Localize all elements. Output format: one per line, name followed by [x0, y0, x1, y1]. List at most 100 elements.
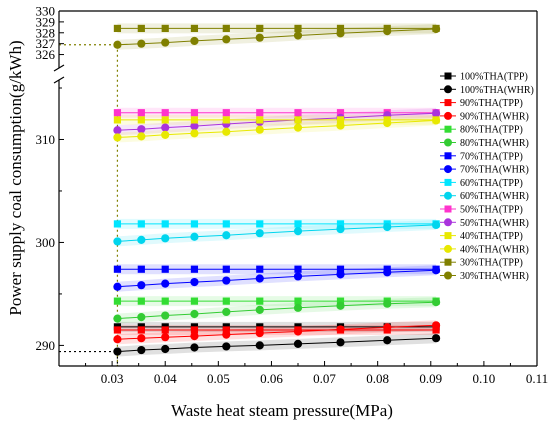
series-lines: [117, 27, 437, 353]
data-point-5-0: [113, 314, 122, 323]
legend-label-14: 30%THA(TPP): [460, 258, 523, 269]
data-point-9-7: [336, 224, 345, 234]
x-tick-label: 0.07: [313, 371, 336, 386]
data-point-12-6: [294, 116, 302, 124]
data-point-12-3: [190, 116, 199, 124]
data-point-13-8: [383, 118, 392, 128]
data-point-9-0: [113, 237, 122, 246]
data-point-14-7: [336, 24, 345, 33]
legend-marker-13: [444, 244, 452, 253]
data-point-12-1: [137, 116, 145, 124]
data-point-14-0: [113, 24, 122, 33]
legend-marker-3: [444, 111, 452, 120]
data-point-8-7: [336, 220, 345, 228]
data-point-15-4: [222, 35, 231, 44]
data-point-6-2: [161, 265, 169, 273]
data-point-14-3: [190, 24, 199, 33]
data-point-5-8: [383, 299, 392, 308]
y-tick-label: 290: [36, 338, 56, 353]
data-point-2-3: [190, 326, 199, 334]
data-point-9-6: [293, 227, 303, 236]
data-point-7-3: [190, 277, 199, 287]
legend-label-6: 70%THA(TPP): [460, 151, 523, 162]
data-point-4-7: [336, 297, 345, 305]
legend-label-7: 70%THA(WHR): [460, 165, 529, 176]
reference-lines: [59, 44, 119, 366]
data-point-1-0: [113, 347, 122, 356]
data-point-5-5: [255, 305, 264, 314]
legend-label-15: 30%THA(WHR): [460, 271, 529, 282]
series-line-3: [117, 324, 437, 340]
data-point-11-2: [161, 123, 170, 132]
data-point-14-2: [161, 24, 169, 33]
legend-label-0: 100%THA(TPP): [460, 72, 528, 83]
data-point-6-4: [222, 265, 230, 273]
data-point-5-3: [190, 309, 199, 319]
data-point-12-5: [256, 116, 264, 124]
legend-marker-10: [444, 205, 452, 213]
data-point-6-6: [294, 265, 302, 273]
series-line-5: [117, 301, 437, 320]
data-point-13-6: [293, 123, 303, 132]
data-point-3-4: [222, 330, 231, 339]
legend-marker-14: [444, 258, 452, 266]
data-point-13-9: [431, 116, 441, 125]
legend-marker-6: [444, 152, 452, 160]
x-tick-label: 0.10: [473, 371, 496, 386]
data-point-12-2: [161, 116, 169, 124]
legend-marker-8: [444, 178, 452, 186]
data-point-13-2: [161, 130, 170, 139]
data-point-6-5: [256, 265, 264, 273]
x-axis-label: Waste heat steam pressure(MPa): [171, 401, 393, 420]
data-point-10-0: [113, 109, 122, 117]
legend-marker-0: [444, 72, 452, 80]
data-point-2-9: [432, 326, 440, 334]
data-point-15-5: [255, 33, 264, 42]
data-point-10-4: [222, 109, 230, 117]
data-point-9-2: [161, 234, 170, 243]
data-point-9-1: [137, 235, 146, 244]
data-point-7-0: [113, 282, 122, 291]
data-point-9-3: [190, 232, 199, 241]
data-point-11-3: [190, 121, 199, 131]
y-axis-label: Power supply coal consumption(g/kWh): [6, 40, 25, 315]
data-point-5-7: [336, 301, 345, 310]
data-point-5-6: [293, 303, 303, 312]
data-point-13-5: [255, 125, 264, 134]
data-point-8-4: [222, 220, 230, 228]
data-point-8-0: [113, 220, 122, 228]
data-point-6-7: [336, 265, 345, 273]
y-tick-label: 330: [36, 4, 56, 19]
data-point-5-4: [222, 307, 231, 317]
data-point-3-0: [113, 335, 122, 344]
data-point-4-6: [294, 297, 302, 305]
legend-label-10: 50%THA(TPP): [460, 205, 523, 216]
data-point-3-6: [293, 327, 303, 336]
data-point-8-1: [137, 220, 145, 228]
data-point-14-1: [137, 24, 145, 33]
legend-marker-5: [444, 138, 452, 147]
data-point-9-4: [222, 231, 231, 240]
legend-marker-2: [444, 99, 452, 107]
legend-label-5: 80%THA(WHR): [460, 138, 529, 149]
series-line-11: [117, 112, 437, 131]
data-point-1-9: [431, 334, 441, 343]
series-line-13: [117, 119, 437, 138]
data-point-2-2: [161, 326, 169, 334]
y-tick-label: 310: [36, 132, 56, 147]
data-point-10-5: [256, 109, 264, 117]
data-point-3-9: [431, 321, 441, 330]
legend-label-13: 40%THA(WHR): [460, 244, 529, 255]
data-point-15-2: [161, 38, 170, 47]
data-point-15-1: [137, 39, 146, 48]
data-point-9-5: [255, 229, 264, 238]
data-point-12-7: [336, 116, 345, 124]
data-point-2-1: [137, 326, 145, 334]
y-tick-label: 327: [36, 36, 56, 51]
data-point-9-8: [383, 222, 392, 232]
data-point-10-6: [294, 109, 302, 117]
data-point-7-2: [161, 279, 170, 288]
data-point-8-5: [256, 220, 264, 228]
